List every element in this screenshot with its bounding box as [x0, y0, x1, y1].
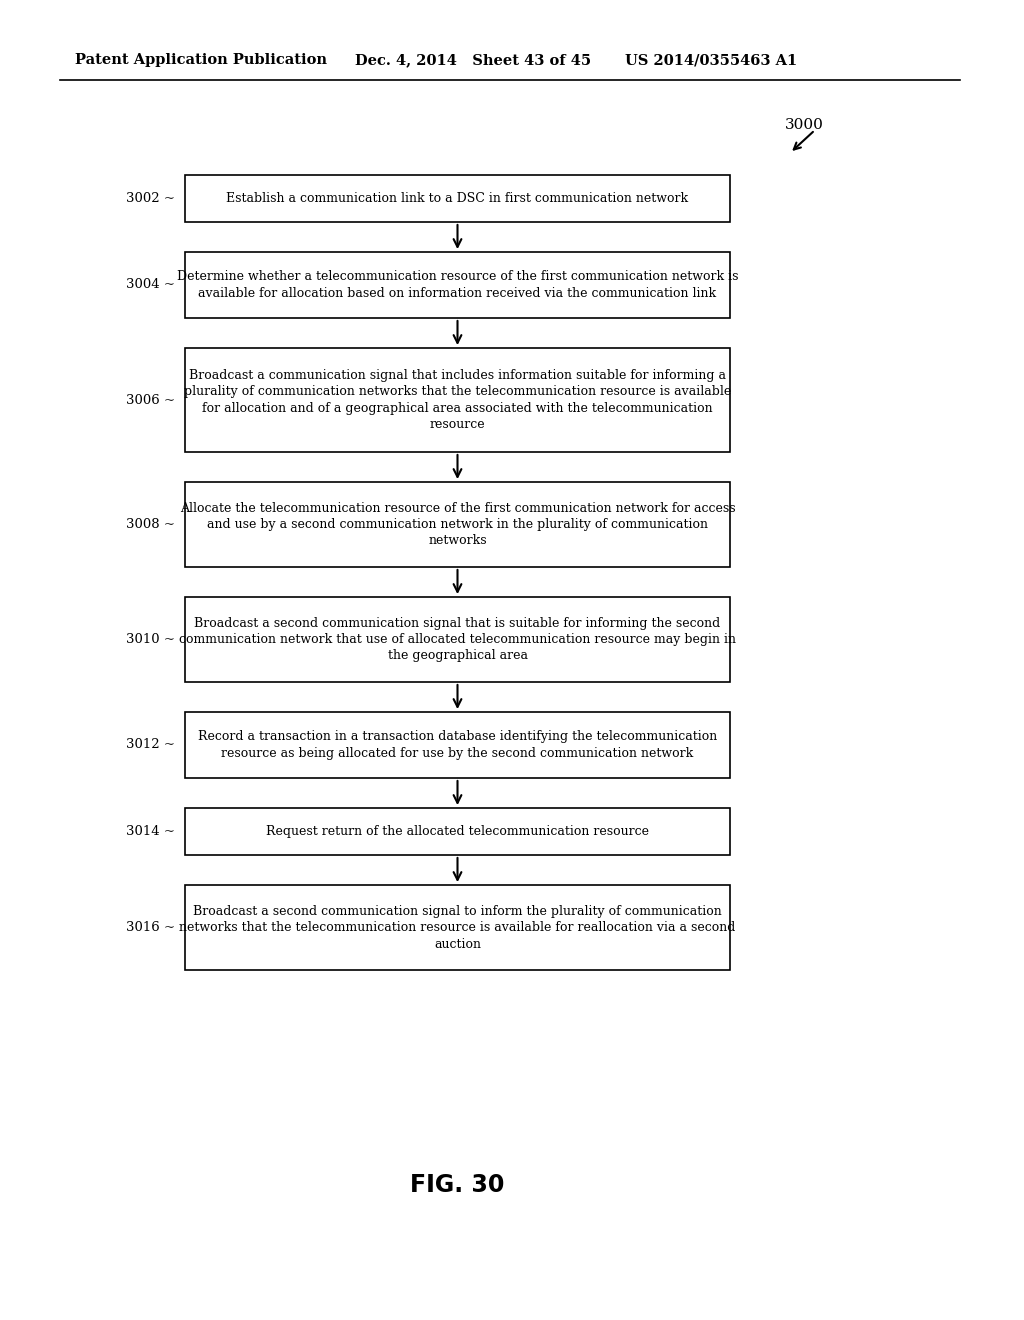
Bar: [185, 808, 730, 855]
Bar: [185, 597, 730, 682]
Text: Record a transaction in a transaction database identifying the telecommunication: Record a transaction in a transaction da…: [198, 730, 717, 760]
Text: FIG. 30: FIG. 30: [411, 1173, 505, 1197]
Text: Broadcast a second communication signal that is suitable for informing the secon: Broadcast a second communication signal …: [179, 616, 736, 663]
Text: Dec. 4, 2014   Sheet 43 of 45: Dec. 4, 2014 Sheet 43 of 45: [355, 53, 591, 67]
Text: 3012 ~: 3012 ~: [126, 738, 175, 751]
Bar: [185, 884, 730, 970]
Text: 3008 ~: 3008 ~: [126, 517, 175, 531]
Text: Allocate the telecommunication resource of the first communication network for a: Allocate the telecommunication resource …: [179, 502, 735, 548]
Text: 3016 ~: 3016 ~: [126, 921, 175, 935]
Text: 3000: 3000: [785, 117, 824, 132]
Text: 3014 ~: 3014 ~: [126, 825, 175, 838]
Text: 3006 ~: 3006 ~: [126, 393, 175, 407]
Text: Determine whether a telecommunication resource of the first communication networ: Determine whether a telecommunication re…: [177, 271, 738, 300]
Bar: [185, 482, 730, 568]
Text: 3002 ~: 3002 ~: [126, 191, 175, 205]
Bar: [185, 711, 730, 777]
Bar: [185, 348, 730, 451]
Text: Broadcast a second communication signal to inform the plurality of communication: Broadcast a second communication signal …: [179, 904, 735, 950]
Text: 3010 ~: 3010 ~: [126, 634, 175, 645]
Text: Broadcast a communication signal that includes information suitable for informin: Broadcast a communication signal that in…: [184, 368, 731, 432]
Text: Request return of the allocated telecommunication resource: Request return of the allocated telecomm…: [266, 825, 649, 838]
Bar: [185, 176, 730, 222]
Bar: [185, 252, 730, 318]
Text: Establish a communication link to a DSC in first communication network: Establish a communication link to a DSC …: [226, 191, 688, 205]
Text: Patent Application Publication: Patent Application Publication: [75, 53, 327, 67]
Text: 3004 ~: 3004 ~: [126, 279, 175, 292]
Text: US 2014/0355463 A1: US 2014/0355463 A1: [625, 53, 798, 67]
